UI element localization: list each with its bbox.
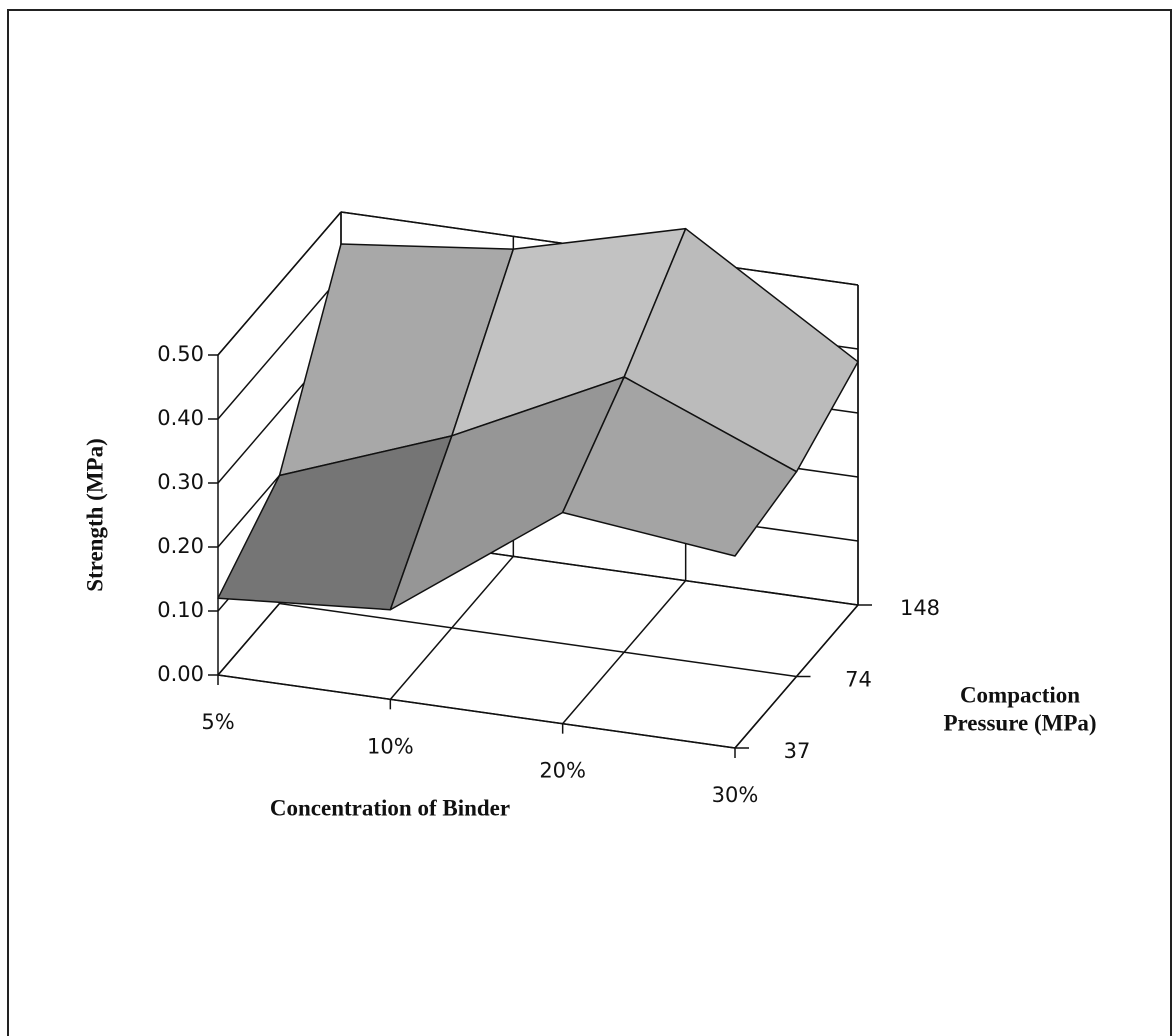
frame (7, 9, 1172, 1036)
grid-line (217, 674, 736, 749)
x-tick-label: 10% (367, 734, 414, 758)
z-tick-label: 0.10 (157, 598, 204, 622)
grid-line (217, 275, 342, 420)
z-tick-label: 0.50 (157, 342, 204, 366)
x-tick-label: 20% (539, 759, 586, 783)
surface-patch (561, 376, 798, 557)
y-tick-label: 148 (900, 596, 940, 620)
z-tick-label: 0.30 (157, 470, 204, 494)
grid-line (279, 602, 797, 678)
y-tick-label: 74 (845, 668, 872, 692)
x-tick-label: 5% (201, 710, 234, 734)
x-axis-label: Concentration of Binder (270, 795, 510, 820)
y-tick-label: 37 (784, 739, 811, 763)
z-tick-label: 0.20 (157, 534, 204, 558)
y-axis-label: Compaction (960, 682, 1080, 707)
z-tick-label: 0.00 (157, 662, 204, 686)
x-tick-label: 30% (712, 783, 759, 807)
grid-line (217, 211, 342, 356)
y-axis-label: Pressure (MPa) (943, 710, 1096, 735)
z-axis-label: Strength (MPa) (82, 438, 107, 592)
z-tick-label: 0.40 (157, 406, 204, 430)
